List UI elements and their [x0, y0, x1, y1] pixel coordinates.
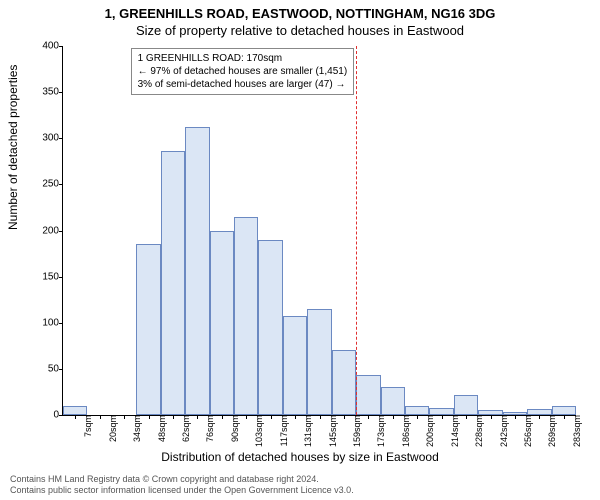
reference-line	[356, 46, 357, 415]
histogram-bar	[356, 375, 380, 415]
x-tick-label: 7sqm	[81, 415, 93, 437]
y-tick-label: 250	[29, 179, 63, 190]
histogram-bar	[258, 240, 282, 415]
x-tick-label: 200sqm	[423, 415, 435, 447]
y-tick-mark	[59, 138, 63, 139]
x-tick-label: 283sqm	[570, 415, 582, 447]
y-tick-mark	[59, 369, 63, 370]
x-tick-mark	[442, 415, 443, 419]
x-tick-mark	[344, 415, 345, 419]
y-tick-mark	[59, 92, 63, 93]
annotation-line: 3% of semi-detached houses are larger (4…	[138, 78, 348, 91]
y-tick-label: 100	[29, 317, 63, 328]
x-tick-label: 131sqm	[301, 415, 313, 447]
histogram-bar	[136, 244, 160, 415]
x-tick-mark	[100, 415, 101, 419]
footer-attribution: Contains HM Land Registry data © Crown c…	[10, 474, 354, 496]
x-tick-mark	[124, 415, 125, 419]
x-tick-mark	[271, 415, 272, 419]
y-tick-label: 150	[29, 271, 63, 282]
x-tick-label: 76sqm	[203, 415, 215, 442]
x-tick-label: 20sqm	[106, 415, 118, 442]
annotation-line: ← 97% of detached houses are smaller (1,…	[138, 65, 348, 78]
histogram-bar	[161, 151, 185, 415]
y-tick-mark	[59, 184, 63, 185]
x-tick-label: 103sqm	[252, 415, 264, 447]
histogram-bar	[63, 406, 87, 415]
x-tick-mark	[173, 415, 174, 419]
y-tick-label: 350	[29, 87, 63, 98]
x-tick-label: 159sqm	[350, 415, 362, 447]
chart-subtitle: Size of property relative to detached ho…	[0, 21, 600, 38]
x-tick-mark	[222, 415, 223, 419]
x-tick-mark	[466, 415, 467, 419]
x-tick-mark	[368, 415, 369, 419]
histogram-bar	[381, 387, 405, 415]
x-tick-mark	[564, 415, 565, 419]
chart-title: 1, GREENHILLS ROAD, EASTWOOD, NOTTINGHAM…	[0, 0, 600, 21]
histogram-bar	[405, 406, 429, 415]
x-tick-mark	[149, 415, 150, 419]
y-tick-label: 50	[29, 363, 63, 374]
x-tick-label: 228sqm	[472, 415, 484, 447]
x-tick-label: 186sqm	[399, 415, 411, 447]
x-axis-label: Distribution of detached houses by size …	[0, 450, 600, 464]
x-tick-label: 62sqm	[179, 415, 191, 442]
annotation-line: 1 GREENHILLS ROAD: 170sqm	[138, 52, 348, 65]
annotation-box: 1 GREENHILLS ROAD: 170sqm← 97% of detach…	[131, 48, 355, 95]
histogram-bar	[234, 217, 258, 415]
x-tick-label: 90sqm	[228, 415, 240, 442]
x-tick-label: 117sqm	[277, 415, 289, 446]
x-tick-label: 269sqm	[545, 415, 557, 447]
y-axis-label: Number of detached properties	[6, 65, 20, 230]
y-tick-mark	[59, 277, 63, 278]
y-tick-label: 400	[29, 41, 63, 52]
x-tick-mark	[491, 415, 492, 419]
footer-line1: Contains HM Land Registry data © Crown c…	[10, 474, 354, 485]
footer-line2: Contains public sector information licen…	[10, 485, 354, 496]
x-tick-label: 145sqm	[326, 415, 338, 447]
x-tick-label: 173sqm	[374, 415, 386, 447]
x-tick-mark	[246, 415, 247, 419]
histogram-bar	[185, 127, 209, 415]
y-tick-label: 0	[29, 410, 63, 421]
histogram-bar	[283, 316, 307, 415]
histogram-bar	[210, 231, 234, 416]
x-tick-mark	[539, 415, 540, 419]
x-tick-mark	[417, 415, 418, 419]
x-tick-mark	[197, 415, 198, 419]
x-tick-mark	[75, 415, 76, 419]
x-tick-label: 242sqm	[497, 415, 509, 447]
y-tick-mark	[59, 415, 63, 416]
histogram-bar	[332, 350, 356, 415]
x-tick-mark	[515, 415, 516, 419]
y-tick-label: 200	[29, 225, 63, 236]
x-tick-label: 34sqm	[130, 415, 142, 442]
y-tick-mark	[59, 323, 63, 324]
histogram-bar	[429, 408, 453, 415]
y-tick-label: 300	[29, 133, 63, 144]
chart-plot-area: 0501001502002503003504007sqm20sqm34sqm48…	[62, 46, 576, 416]
x-tick-mark	[320, 415, 321, 419]
y-tick-mark	[59, 46, 63, 47]
x-tick-label: 214sqm	[448, 415, 460, 447]
histogram-bar	[552, 406, 576, 415]
x-tick-mark	[295, 415, 296, 419]
x-tick-mark	[393, 415, 394, 419]
y-tick-mark	[59, 231, 63, 232]
x-tick-label: 256sqm	[521, 415, 533, 447]
histogram-bar	[454, 395, 478, 415]
histogram-bar	[307, 309, 331, 415]
x-tick-label: 48sqm	[155, 415, 167, 442]
